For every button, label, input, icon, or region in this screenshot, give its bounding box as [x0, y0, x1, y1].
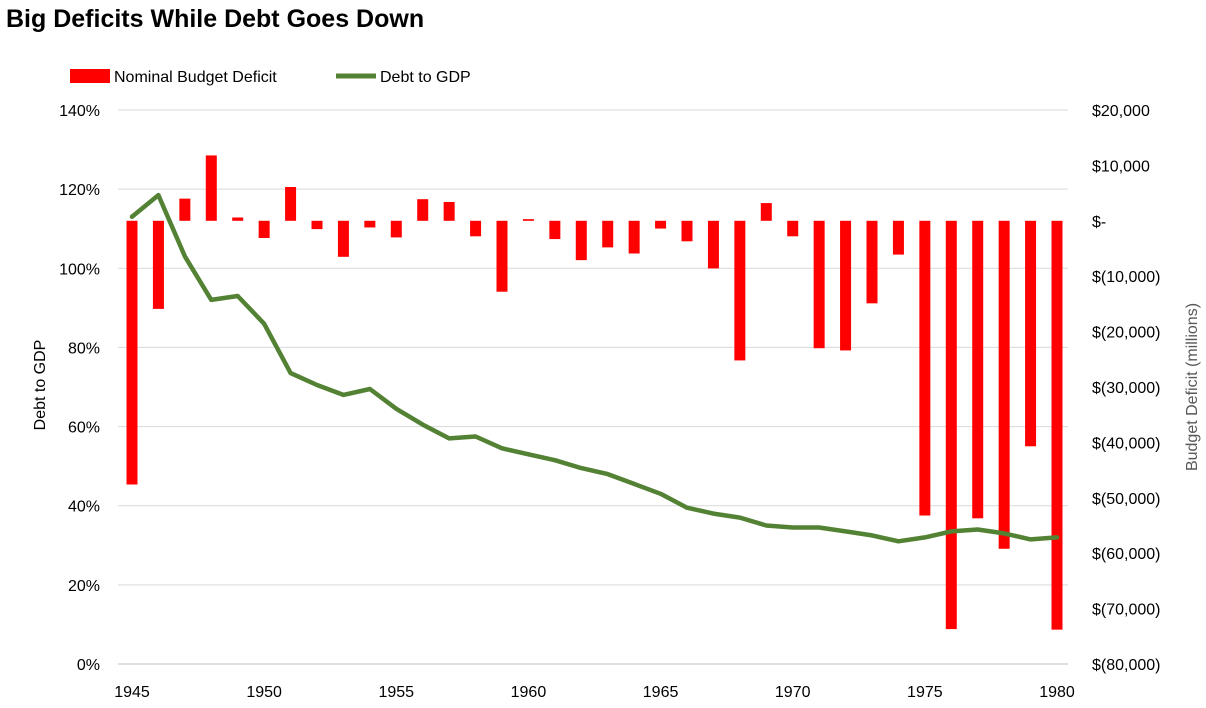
y-right-tick-label: $(80,000): [1092, 657, 1161, 674]
deficit-bar-1973: [866, 220, 878, 304]
y-left-tick-label: 100%: [59, 261, 100, 278]
debt-to-gdp-line: [129, 192, 1060, 544]
deficit-bar-1949: [232, 217, 244, 221]
x-tick-label: 1965: [643, 684, 679, 701]
deficit-bar-1954: [364, 220, 376, 228]
deficit-bar-1948: [205, 155, 217, 221]
y-left-tick-label: 120%: [59, 182, 100, 199]
deficit-bar-1951: [285, 187, 297, 221]
y-left-tick-label: 20%: [68, 578, 100, 595]
x-tick-label: 1975: [907, 684, 943, 701]
deficit-bar-1963: [602, 220, 614, 248]
deficit-bar-1958: [470, 220, 482, 237]
x-tick-label: 1945: [114, 684, 150, 701]
deficit-bars: [126, 155, 1063, 630]
legend-label-deficit: Nominal Budget Deficit: [114, 69, 277, 86]
y-left-axis-label: Debt to GDP: [32, 340, 49, 431]
deficit-bar-1955: [390, 220, 402, 238]
deficit-bar-1978: [998, 220, 1010, 549]
deficit-bar-1971: [813, 220, 825, 349]
legend-swatch-deficit: [70, 69, 110, 83]
deficit-bar-1966: [681, 220, 693, 242]
deficit-bar-1956: [417, 199, 429, 221]
deficit-bar-1980: [1051, 220, 1063, 630]
deficit-bar-1967: [707, 220, 719, 269]
chart-title: Big Deficits While Debt Goes Down: [6, 5, 424, 33]
legend-label-debt: Debt to GDP: [380, 69, 471, 86]
deficit-bar-1946: [152, 220, 164, 309]
y-left-tick-label: 60%: [68, 420, 100, 437]
y-right-axis-label: Budget Deficit (millions): [1184, 303, 1201, 471]
deficit-bar-1961: [549, 220, 561, 240]
y-right-tick-label: $10,000: [1092, 158, 1150, 175]
x-tick-label: 1980: [1039, 684, 1075, 701]
y-right-tick-label: $(50,000): [1092, 491, 1161, 508]
y-left-tick-label: 0%: [77, 657, 100, 674]
y-right-tick-label: $20,000: [1092, 103, 1150, 120]
y-right-tick-label: $(60,000): [1092, 546, 1161, 563]
right-axis-ticks: $(80,000) $(70,000) $(60,000) $(50,000) $(40…: [1092, 103, 1161, 674]
x-tick-label: 1960: [511, 684, 547, 701]
legend: Nominal Budget Deficit Debt to GDP: [70, 69, 471, 86]
deficit-bar-1953: [337, 220, 349, 257]
y-right-tick-label: $(20,000): [1092, 325, 1161, 342]
deficit-bar-1975: [919, 220, 931, 516]
deficit-bar-1976: [945, 220, 957, 630]
y-left-tick-label: 80%: [68, 340, 100, 357]
deficit-bar-1950: [258, 220, 270, 238]
deficit-bar-1970: [787, 220, 799, 237]
deficit-bar-1959: [496, 220, 508, 292]
y-right-tick-label: $(30,000): [1092, 380, 1161, 397]
deficit-bar-1952: [311, 220, 323, 230]
x-tick-label: 1955: [378, 684, 414, 701]
x-axis-ticks: 1945 1950 1955 1960 1965 1970 1975 1980: [114, 684, 1075, 701]
y-left-tick-label: 40%: [68, 499, 100, 516]
deficit-bar-1962: [575, 220, 587, 261]
deficit-bar-1947: [179, 198, 191, 221]
deficit-bar-1945: [126, 220, 138, 485]
x-tick-label: 1950: [246, 684, 282, 701]
deficit-bar-1974: [892, 220, 904, 255]
left-axis-ticks: 0% 20% 40% 60% 80% 100% 120% 140%: [59, 103, 100, 674]
deficit-bar-1979: [1025, 220, 1037, 447]
y-right-tick-label: $(40,000): [1092, 435, 1161, 452]
deficit-bar-1977: [972, 220, 984, 519]
deficit-bar-1972: [840, 220, 852, 351]
deficit-bar-1969: [760, 203, 772, 221]
y-right-tick-label: $-: [1092, 214, 1106, 231]
debt-line-group: [129, 192, 1060, 544]
deficit-bar-1957: [443, 201, 455, 221]
deficit-bar-1960: [522, 219, 534, 221]
y-right-tick-label: $(70,000): [1092, 602, 1161, 619]
deficit-bar-1964: [628, 220, 640, 254]
y-left-tick-label: 140%: [59, 103, 100, 120]
x-tick-label: 1970: [775, 684, 811, 701]
y-right-tick-label: $(10,000): [1092, 269, 1161, 286]
deficit-bar-1968: [734, 220, 746, 361]
deficit-bar-1965: [655, 220, 667, 229]
